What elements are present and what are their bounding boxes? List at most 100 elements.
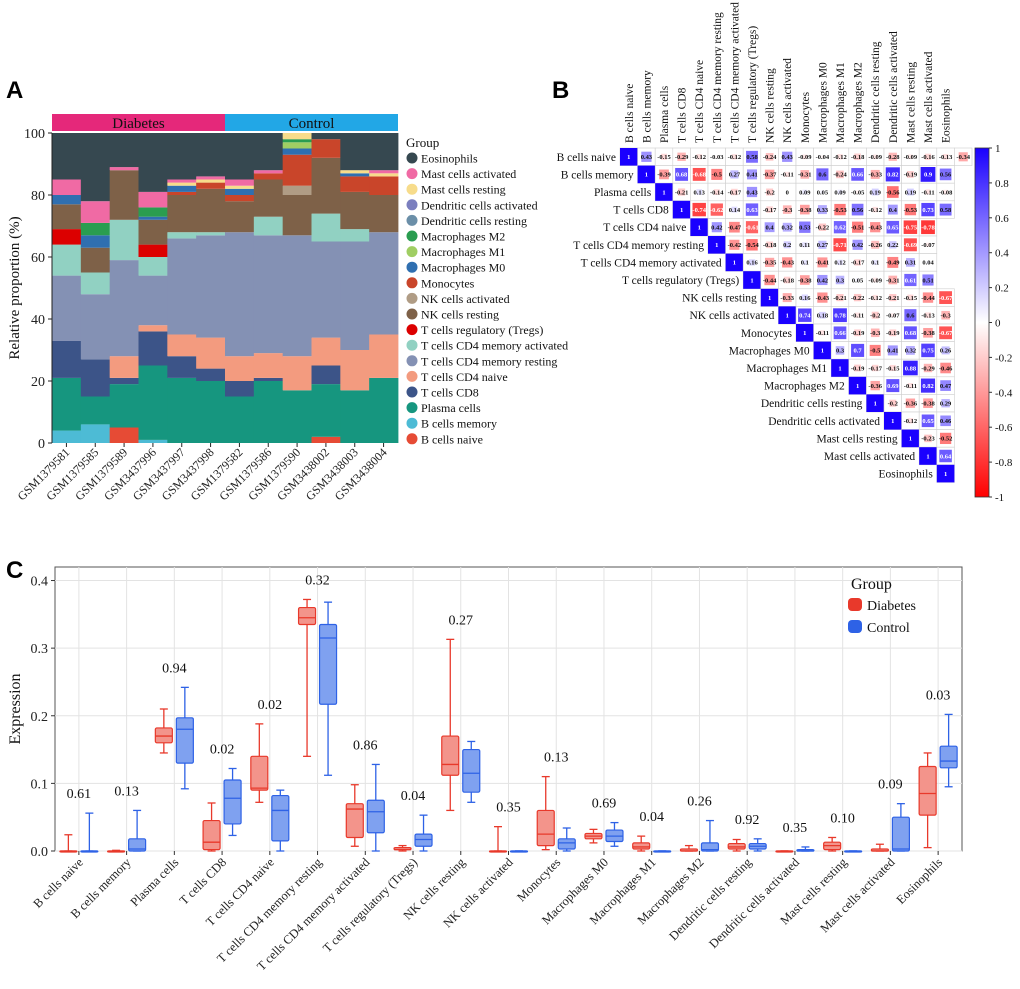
p-value-label: 0.03	[926, 688, 951, 703]
heatmap-value: 1	[698, 225, 701, 232]
bar-segment	[80, 201, 111, 223]
heatmap-square	[872, 259, 878, 265]
heatmap-diagonal	[655, 183, 673, 201]
heatmap-row-label: T cells regulatory (Tregs)	[622, 275, 739, 287]
bar-segment	[369, 334, 399, 378]
heatmap-value: -0.13	[921, 313, 935, 320]
heatmap-value: 1	[680, 207, 683, 214]
y-tick-label: 0.1	[31, 777, 49, 792]
heatmap-square	[923, 363, 933, 373]
heatmap-square	[783, 276, 791, 284]
bar-segment	[52, 133, 82, 180]
p-value-label: 0.13	[114, 784, 139, 799]
heatmap-square	[711, 222, 722, 233]
heatmap-value: 0.41	[746, 172, 757, 179]
heatmap-square	[924, 434, 932, 443]
bar-segment	[311, 337, 341, 366]
heatmap-value: -0.26	[868, 242, 882, 249]
heatmap-square	[871, 311, 879, 319]
heatmap-diagonal	[901, 429, 920, 448]
y-tick-label: 0.4	[31, 575, 49, 590]
heatmap-square	[833, 221, 847, 234]
heatmap-value: -0.19	[851, 330, 865, 337]
bar-segment	[196, 368, 226, 381]
heatmap-value: -0.17	[763, 207, 777, 214]
x-tick-label: Eosinophils	[894, 855, 946, 907]
heatmap-square	[958, 152, 968, 162]
heatmap-square	[905, 398, 916, 408]
box-body	[297, 606, 317, 626]
heatmap-row-label: Eosinophils	[878, 469, 933, 481]
heatmap-value: -0.19	[851, 365, 865, 372]
heatmap-value: 0.43	[746, 189, 758, 196]
bar-segment	[52, 430, 82, 443]
bar-segment	[80, 424, 111, 443]
heatmap-square	[835, 346, 845, 355]
heatmap-value: -0.38	[798, 277, 812, 284]
box-body	[462, 748, 481, 793]
bar-segment	[196, 381, 226, 443]
p-value-label: 0.26	[687, 795, 712, 810]
heatmap-value: 0.6	[818, 172, 827, 179]
heatmap-value: -0.31	[798, 172, 812, 179]
box-body	[918, 765, 937, 816]
heatmap-value: -0.11	[921, 189, 934, 196]
heatmap-value: -0.61	[745, 225, 759, 232]
legend-title: Group	[851, 576, 892, 593]
heatmap-row-label: T cells CD8	[613, 205, 669, 217]
legend-marker	[406, 339, 418, 351]
heatmap-value: -0.46	[939, 365, 953, 372]
heatmap-value: -0.67	[939, 330, 953, 337]
heatmap-value: -0.15	[657, 154, 671, 161]
heatmap-square	[799, 275, 810, 285]
heatmap-value: -0.17	[851, 260, 865, 267]
heatmap-square	[819, 330, 825, 336]
heatmap-value: -0.12	[868, 207, 882, 214]
heatmap-value: 0.73	[922, 207, 934, 214]
heatmap-value: -0.56	[886, 189, 900, 196]
heatmap-col-label: T cells regulatory (Tregs)	[747, 26, 759, 143]
bar-segment	[167, 334, 197, 357]
heatmap-square	[904, 203, 917, 216]
p-value-label: 0.35	[783, 821, 808, 836]
p-value-label: 0.04	[639, 810, 664, 825]
heatmap-value: 1	[909, 436, 912, 443]
heatmap-square	[746, 150, 758, 163]
heatmap-square	[802, 154, 808, 160]
box-body	[128, 838, 147, 852]
heatmap-value: -0.24	[763, 154, 777, 161]
heatmap-square	[746, 186, 758, 198]
heatmap-value: -0.43	[868, 225, 882, 232]
heatmap-square	[939, 203, 952, 216]
heatmap-value: -0.18	[851, 154, 865, 161]
heatmap-value: 0.65	[922, 418, 934, 425]
heatmap-value: -0.3	[940, 313, 951, 320]
heatmap-value: -0.09	[798, 154, 812, 161]
heatmap-value: -0.49	[886, 260, 900, 267]
bar-segment	[138, 207, 168, 217]
heatmap-square	[887, 256, 899, 268]
color-bar-tick-label: 1	[995, 143, 1001, 155]
bar-segment	[138, 191, 168, 208]
bar-segment	[52, 195, 82, 205]
heatmap-value: -0.53	[833, 207, 847, 214]
heatmap-value: -0.28	[886, 154, 900, 161]
bar-segment	[253, 133, 284, 171]
heatmap-value: -0.19	[886, 330, 900, 337]
heatmap-row-label: Monocytes	[741, 328, 793, 340]
heatmap-square	[820, 190, 825, 194]
y-tick-label: 100	[24, 127, 45, 142]
box-body	[632, 842, 651, 850]
heatmap-square	[907, 383, 913, 389]
heatmap-value: -0.74	[692, 207, 706, 214]
bar-segment	[196, 337, 226, 369]
heatmap-diagonal	[813, 341, 832, 360]
heatmap-diagonal	[796, 324, 814, 342]
heatmap-value: 0.13	[694, 189, 706, 196]
heatmap-value: 0.22	[887, 242, 898, 249]
heatmap-square	[817, 274, 828, 286]
heatmap-square	[833, 326, 847, 340]
bar-segment	[167, 182, 197, 186]
heatmap-square	[855, 278, 860, 282]
heatmap-row-label: NK cells resting	[682, 293, 757, 305]
